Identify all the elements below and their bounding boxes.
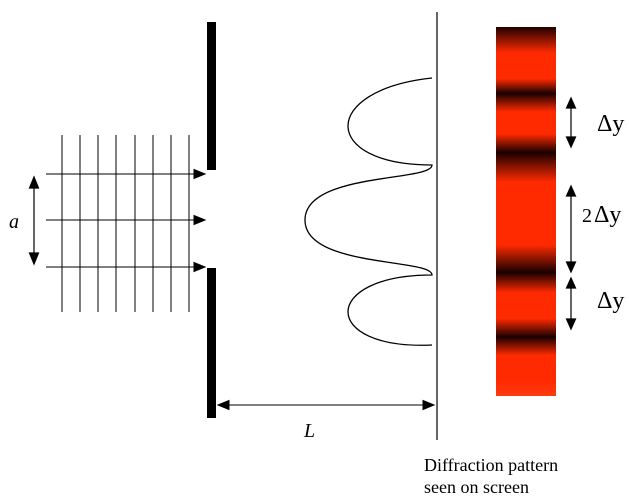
distance-label: L bbox=[303, 420, 315, 442]
fringe-spacing-arrows bbox=[565, 96, 577, 331]
incoming-rays bbox=[46, 168, 207, 273]
intensity-curve bbox=[304, 77, 433, 346]
slit-width-label: a bbox=[9, 211, 19, 233]
ray-arrowhead bbox=[193, 214, 207, 226]
ray-arrowhead bbox=[193, 168, 207, 180]
barrier-bottom bbox=[207, 268, 216, 418]
ray-arrowhead bbox=[193, 261, 207, 273]
wavefront-lines bbox=[61, 135, 190, 312]
caption-line-2: seen on screen bbox=[424, 477, 529, 497]
distance-arrow bbox=[216, 399, 436, 411]
fringe-top-label: Δy bbox=[597, 111, 624, 137]
fringe-center-coefficient: 2 bbox=[582, 205, 592, 227]
fringe-bottom-label: Δy bbox=[597, 288, 624, 314]
fringe-center-label: Δy bbox=[594, 202, 621, 228]
slit-width-arrow bbox=[28, 175, 40, 266]
barrier-top bbox=[207, 22, 216, 170]
fringe-pattern bbox=[496, 27, 556, 396]
caption-line-1: Diffraction pattern bbox=[424, 455, 559, 475]
screen-caption: Diffraction pattern seen on screen bbox=[424, 454, 624, 498]
